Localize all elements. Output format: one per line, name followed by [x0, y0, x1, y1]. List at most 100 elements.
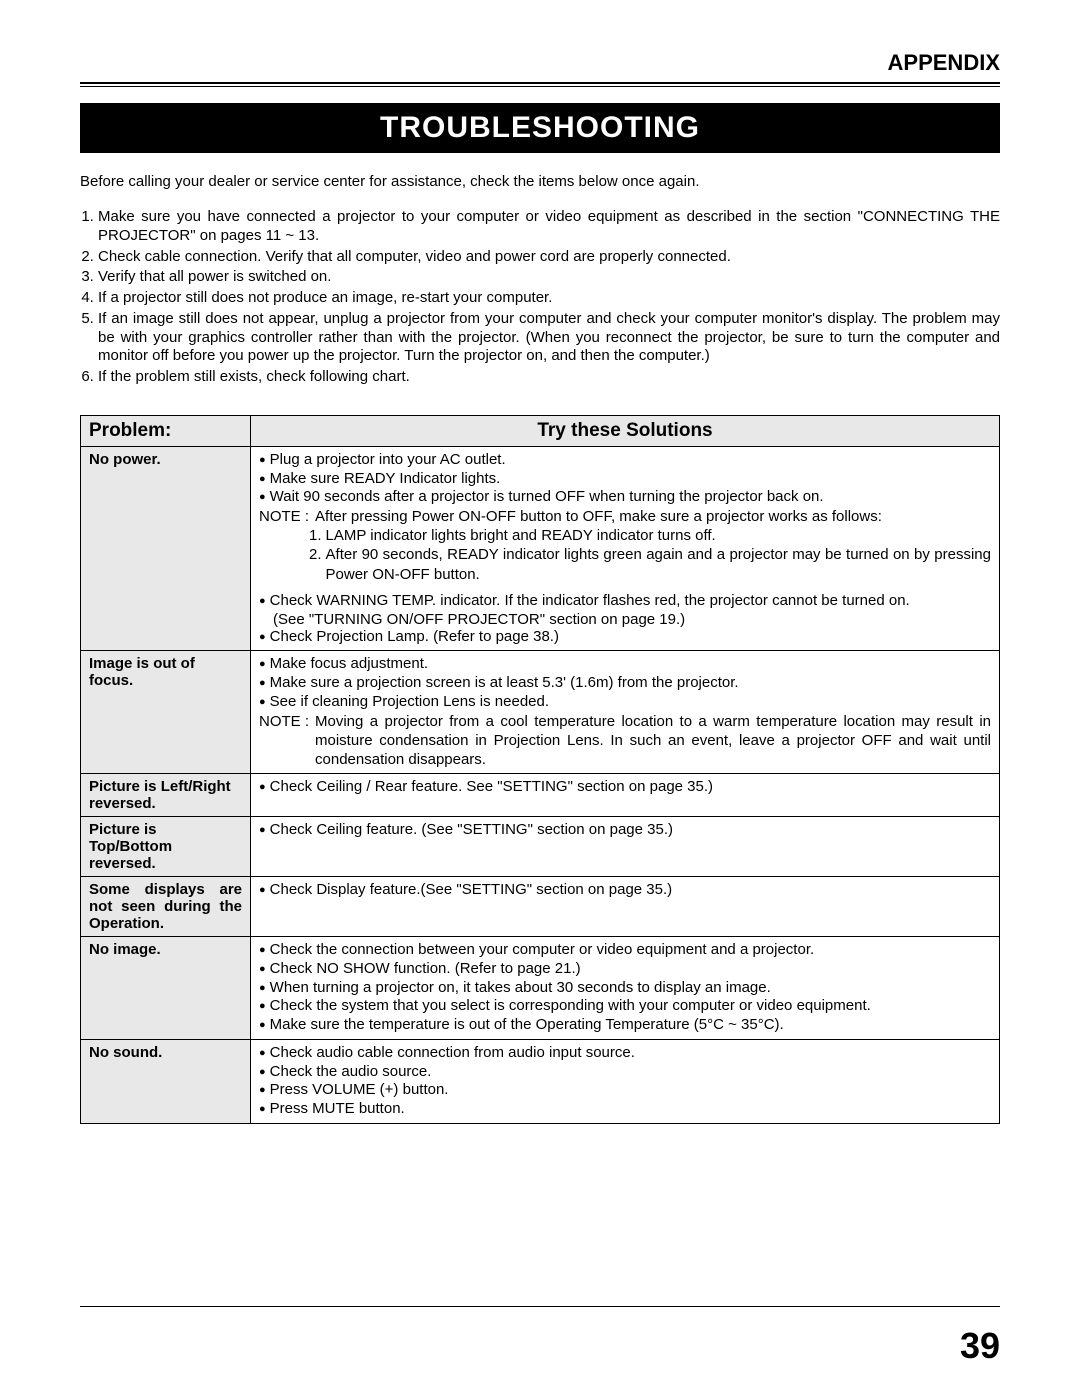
step-item: If an image still does not appear, unplu… [98, 310, 1000, 366]
bullet-icon: ● [259, 881, 266, 900]
bullet-icon: ● [259, 778, 266, 797]
note-block: NOTE : After pressing Power ON-OFF butto… [259, 507, 991, 526]
problem-cell: No sound. [81, 1039, 251, 1123]
solution-cell: ●Check Ceiling feature. (See "SETTING" s… [251, 817, 1000, 877]
bullet-text: Make sure a projection screen is at leas… [270, 674, 991, 693]
sub-text: LAMP indicator lights bright and READY i… [326, 526, 991, 545]
bullet-item: ●Check Projection Lamp. (Refer to page 3… [259, 628, 991, 647]
bullet-item: ●Make focus adjustment. [259, 655, 991, 674]
troubleshoot-table: Problem: Try these Solutions No power. ●… [80, 415, 1000, 1124]
table-row: No power. ●Plug a projector into your AC… [81, 446, 1000, 651]
bullet-icon: ● [259, 655, 266, 674]
table-row: No image. ●Check the connection between … [81, 937, 1000, 1040]
bullet-icon: ● [259, 997, 266, 1016]
note-label: NOTE : [259, 712, 309, 770]
step-item: If a projector still does not produce an… [98, 289, 1000, 308]
sub-item: 2.After 90 seconds, READY indicator ligh… [309, 545, 991, 583]
bullet-text: Make focus adjustment. [270, 655, 991, 674]
bullet-text: Check Projection Lamp. (Refer to page 38… [270, 628, 991, 647]
bullet-text: Plug a projector into your AC outlet. [270, 451, 991, 470]
bullet-text: Check Ceiling feature. (See "SETTING" se… [270, 821, 991, 840]
bullet-item: ●Make sure READY Indicator lights. [259, 470, 991, 489]
col-problem: Problem: [81, 415, 251, 446]
table-row: Image is out of focus. ●Make focus adjus… [81, 651, 1000, 774]
pre-check-steps: Make sure you have connected a projector… [80, 208, 1000, 387]
bullet-text: Check Ceiling / Rear feature. See "SETTI… [270, 778, 991, 797]
bullet-text: Press VOLUME (+) button. [270, 1081, 991, 1100]
bullet-text: Check NO SHOW function. (Refer to page 2… [270, 960, 991, 979]
bullet-text: Check the audio source. [270, 1063, 991, 1082]
bullet-item: ●Check Display feature.(See "SETTING" se… [259, 881, 991, 900]
sub-text: After 90 seconds, READY indicator lights… [326, 545, 991, 583]
problem-cell: No power. [81, 446, 251, 651]
bullet-item: ●Check the connection between your compu… [259, 941, 991, 960]
sub-number: 2. [309, 545, 322, 583]
bullet-text: Wait 90 seconds after a projector is tur… [270, 488, 991, 507]
solution-cell: ●Check the connection between your compu… [251, 937, 1000, 1040]
bullet-icon: ● [259, 1081, 266, 1100]
bullet-text: Press MUTE button. [270, 1100, 991, 1119]
problem-cell: Image is out of focus. [81, 651, 251, 774]
table-row: Picture is Top/Bottom reversed. ●Check C… [81, 817, 1000, 877]
bullet-icon: ● [259, 979, 266, 998]
table-row: No sound. ●Check audio cable connection … [81, 1039, 1000, 1123]
paren-note: (See "TURNING ON/OFF PROJECTOR" section … [259, 611, 991, 628]
bullet-item: ●Check audio cable connection from audio… [259, 1044, 991, 1063]
col-solutions: Try these Solutions [251, 415, 1000, 446]
problem-cell: No image. [81, 937, 251, 1040]
bullet-text: Check the connection between your comput… [270, 941, 991, 960]
appendix-label: APPENDIX [80, 50, 1000, 82]
problem-cell: Picture is Left/Right reversed. [81, 774, 251, 817]
bullet-icon: ● [259, 1063, 266, 1082]
bullet-item: ●Check Ceiling feature. (See "SETTING" s… [259, 821, 991, 840]
table-row: Picture is Left/Right reversed. ●Check C… [81, 774, 1000, 817]
bullet-item: ●Make sure a projection screen is at lea… [259, 674, 991, 693]
step-item: Check cable connection. Verify that all … [98, 248, 1000, 267]
bullet-text: Check the system that you select is corr… [270, 997, 991, 1016]
solution-cell: ●Plug a projector into your AC outlet. ●… [251, 446, 1000, 651]
bullet-item: ●Wait 90 seconds after a projector is tu… [259, 488, 991, 507]
solution-cell: ●Check Ceiling / Rear feature. See "SETT… [251, 774, 1000, 817]
bullet-icon: ● [259, 1100, 266, 1119]
step-item: Make sure you have connected a projector… [98, 208, 1000, 246]
bullet-text: Check WARNING TEMP. indicator. If the in… [270, 592, 991, 611]
bullet-icon: ● [259, 592, 266, 611]
table-row: Some displays are not seen during the Op… [81, 877, 1000, 937]
bullet-icon: ● [259, 941, 266, 960]
bullet-text: Check audio cable connection from audio … [270, 1044, 991, 1063]
page-title: TROUBLESHOOTING [80, 103, 1000, 153]
solution-cell: ●Check audio cable connection from audio… [251, 1039, 1000, 1123]
step-item: Verify that all power is switched on. [98, 268, 1000, 287]
footer-rule [80, 1306, 1000, 1307]
bullet-text: Make sure the temperature is out of the … [270, 1016, 991, 1035]
bullet-icon: ● [259, 470, 266, 489]
bullet-item: ●Check Ceiling / Rear feature. See "SETT… [259, 778, 991, 797]
bullet-icon: ● [259, 488, 266, 507]
bullet-icon: ● [259, 1016, 266, 1035]
bullet-item: ●Make sure the temperature is out of the… [259, 1016, 991, 1035]
header-rule [80, 82, 1000, 87]
bullet-icon: ● [259, 451, 266, 470]
bullet-text: See if cleaning Projection Lens is neede… [270, 693, 991, 712]
note-block: NOTE : Moving a projector from a cool te… [259, 712, 991, 770]
bullet-item: ●Check the audio source. [259, 1063, 991, 1082]
bullet-item: ●Press VOLUME (+) button. [259, 1081, 991, 1100]
bullet-icon: ● [259, 821, 266, 840]
problem-cell: Some displays are not seen during the Op… [81, 877, 251, 937]
bullet-item: ●Press MUTE button. [259, 1100, 991, 1119]
bullet-item: ●Check NO SHOW function. (Refer to page … [259, 960, 991, 979]
bullet-item: ●Plug a projector into your AC outlet. [259, 451, 991, 470]
problem-cell: Picture is Top/Bottom reversed. [81, 817, 251, 877]
bullet-item: ●When turning a projector on, it takes a… [259, 979, 991, 998]
bullet-text: Make sure READY Indicator lights. [270, 470, 991, 489]
bullet-icon: ● [259, 674, 266, 693]
bullet-icon: ● [259, 960, 266, 979]
bullet-icon: ● [259, 1044, 266, 1063]
intro-text: Before calling your dealer or service ce… [80, 173, 1000, 190]
step-item: If the problem still exists, check follo… [98, 368, 1000, 387]
bullet-item: ●Check the system that you select is cor… [259, 997, 991, 1016]
bullet-text: Check Display feature.(See "SETTING" sec… [270, 881, 991, 900]
note-body: Moving a projector from a cool temperatu… [315, 712, 991, 770]
bullet-icon: ● [259, 693, 266, 712]
table-header-row: Problem: Try these Solutions [81, 415, 1000, 446]
